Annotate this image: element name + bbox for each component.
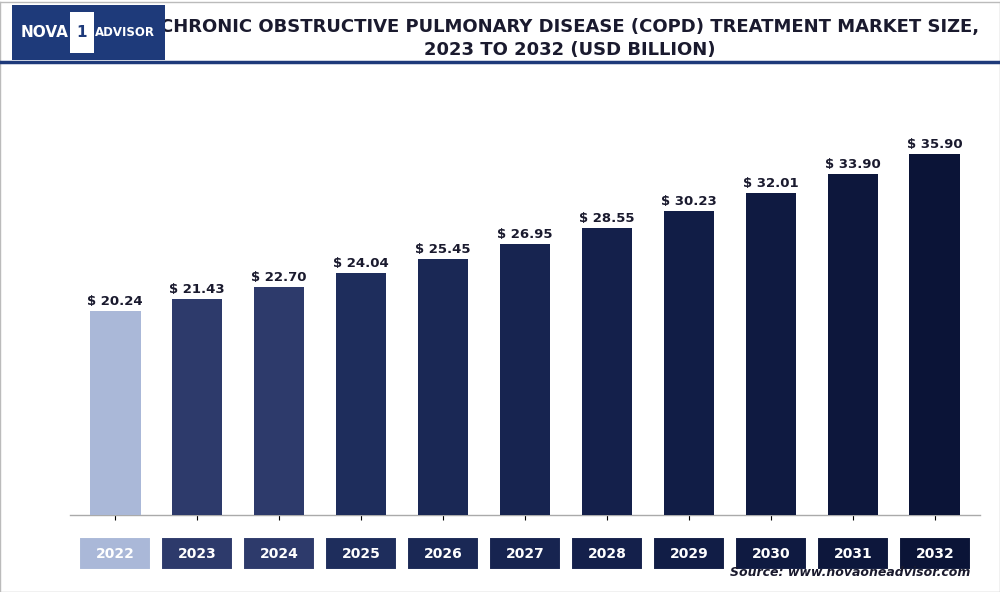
Text: NOVA: NOVA [21,25,69,40]
Bar [582,228,632,515]
Text: $ 25.45: $ 25.45 [415,243,471,256]
Bar [664,211,714,515]
Text: 2030: 2030 [752,546,790,561]
Text: 2023 TO 2032 (USD BILLION): 2023 TO 2032 (USD BILLION) [424,41,716,59]
Text: CHRONIC OBSTRUCTIVE PULMONARY DISEASE (COPD) TREATMENT MARKET SIZE,: CHRONIC OBSTRUCTIVE PULMONARY DISEASE (C… [160,18,980,36]
Text: $ 32.01: $ 32.01 [743,177,799,190]
Text: 2025: 2025 [342,546,380,561]
Text: 2028: 2028 [588,546,626,561]
Text: 1: 1 [77,25,87,40]
Text: $ 24.04: $ 24.04 [333,257,389,270]
Text: $ 35.90: $ 35.90 [907,138,963,151]
Text: $ 26.95: $ 26.95 [497,228,553,241]
Text: 2032: 2032 [916,546,954,561]
Bar [90,311,141,515]
Text: 2026: 2026 [424,546,462,561]
Text: Source: www.novaoneadvisor.com: Source: www.novaoneadvisor.com [730,566,970,579]
Text: 2029: 2029 [670,546,708,561]
Bar [828,174,878,515]
Text: 2024: 2024 [260,546,298,561]
Text: ADVISOR: ADVISOR [95,26,155,39]
Bar [418,259,468,515]
Text: $ 28.55: $ 28.55 [579,212,635,225]
Text: 2027: 2027 [506,546,544,561]
Text: $ 22.70: $ 22.70 [251,271,307,284]
Text: $ 30.23: $ 30.23 [661,195,717,208]
Bar [172,300,222,515]
Text: $ 20.24: $ 20.24 [87,295,143,308]
Bar [500,244,550,515]
Bar [746,193,796,515]
Text: 2023: 2023 [178,546,216,561]
Bar [909,154,960,515]
Text: $ 21.43: $ 21.43 [169,284,225,297]
Text: 2031: 2031 [834,546,872,561]
Text: 2022: 2022 [96,546,135,561]
Text: $ 33.90: $ 33.90 [825,158,881,171]
Bar [254,287,304,515]
Bar [336,273,386,515]
